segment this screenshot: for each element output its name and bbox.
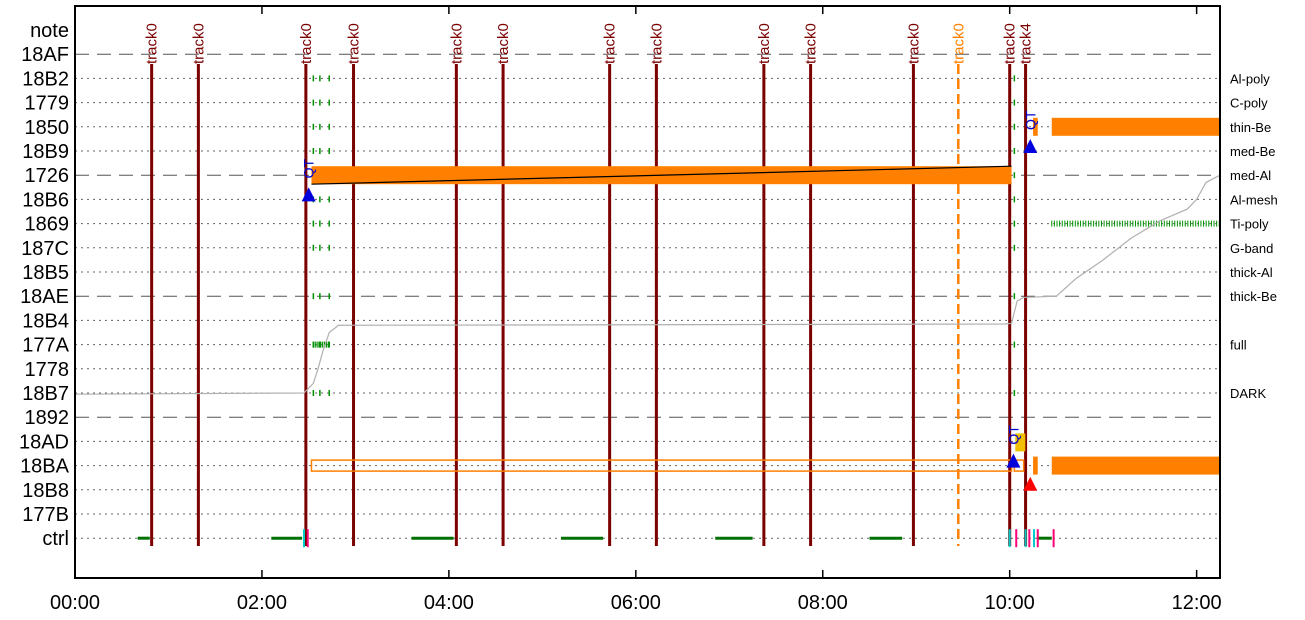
y-tick-label: 18B7 (22, 383, 69, 405)
exposure-bar (1052, 457, 1220, 475)
y-tick-label: 1850 (25, 117, 70, 139)
y-tick-label: 1726 (25, 165, 70, 187)
y-tick-label: 18B6 (22, 189, 69, 211)
qt-label: QT (301, 159, 317, 179)
y-tick-label: 1778 (25, 359, 70, 381)
y-tick-label: 18B8 (22, 480, 69, 502)
track-label: track0 (1002, 23, 1019, 64)
y-tick-label: 18B9 (22, 141, 69, 163)
filter-label: med-Al (1230, 168, 1271, 183)
filter-label: C-poly (1230, 96, 1268, 111)
y-tick-label: 18AE (20, 286, 69, 308)
y-tick-label: 1892 (25, 407, 70, 429)
exposure-bar (1052, 118, 1220, 136)
x-tick-label: 04:00 (424, 592, 474, 614)
exposure-bar (311, 460, 1011, 471)
track-label: track0 (144, 23, 161, 64)
track-label: track0 (756, 23, 773, 64)
filter-label: DARK (1230, 386, 1266, 401)
cumulative-line (75, 175, 1220, 394)
filter-label: G-band (1230, 241, 1273, 256)
qt-label: QT (1022, 110, 1038, 130)
plot-frame (75, 6, 1220, 578)
y-tick-label: 1869 (25, 214, 70, 236)
track-label: track0 (905, 23, 922, 64)
filter-label: thin-Be (1230, 120, 1271, 135)
filter-label: med-Be (1230, 144, 1276, 159)
track-label: track0 (190, 23, 207, 64)
track-label: track0 (346, 23, 363, 64)
track-label: track0 (495, 23, 512, 64)
filter-labels: Al-poly C-poly thin-Be med-Be med-Al Al-mesh T… (1230, 71, 1278, 401)
x-tick-label: 08:00 (798, 592, 848, 614)
y-tick-label: ctrl (42, 528, 69, 550)
x-tick-label: 00:00 (50, 592, 100, 614)
y-tick-label: 18B4 (22, 310, 69, 332)
track-markers: track0 track0 track0 track0 track0 track0 trac… (144, 23, 1035, 546)
qt-label: QT (1005, 425, 1021, 445)
qt-marker (302, 187, 316, 201)
filter-label: Ti-poly (1230, 217, 1269, 232)
cumulative-line (75, 175, 1220, 394)
track-label: track0 (602, 23, 619, 64)
track-label: track0 (950, 23, 967, 64)
y-tick-label: 1779 (25, 93, 70, 115)
exposure-bar (1033, 457, 1038, 475)
y-tick-label: 18AD (19, 431, 69, 453)
y-tick-label: 18AF (21, 44, 69, 66)
track-label: track0 (648, 23, 665, 64)
y-tick-label: 18B5 (22, 262, 69, 284)
x-tick-label: 02:00 (237, 592, 287, 614)
track-label: track0 (298, 23, 315, 64)
filter-label: Al-poly (1230, 71, 1270, 86)
y-tick-label: 187C (21, 238, 69, 260)
x-tick-label: 10:00 (985, 592, 1035, 614)
x-tick-label: 12:00 (1172, 592, 1222, 614)
y-tick-label: 18B2 (22, 68, 69, 90)
y-tick-label: 18BA (20, 456, 70, 478)
filter-label: thick-Be (1230, 289, 1277, 304)
track-label: track0 (803, 23, 820, 64)
y-tick-label: 177B (22, 504, 69, 526)
x-tick-label: 06:00 (611, 592, 661, 614)
filter-label: full (1230, 338, 1247, 353)
y-tick-label: 177A (22, 335, 69, 357)
track-label: track0 (448, 23, 465, 64)
filter-label: thick-Al (1230, 265, 1273, 280)
y-tick-label: note (30, 20, 69, 42)
track-label: track4 (1018, 23, 1035, 64)
x-axis-labels: 00:00 02:00 04:00 06:00 08:00 10:00 12:00 (50, 6, 1222, 614)
filter-label: Al-mesh (1230, 192, 1278, 207)
